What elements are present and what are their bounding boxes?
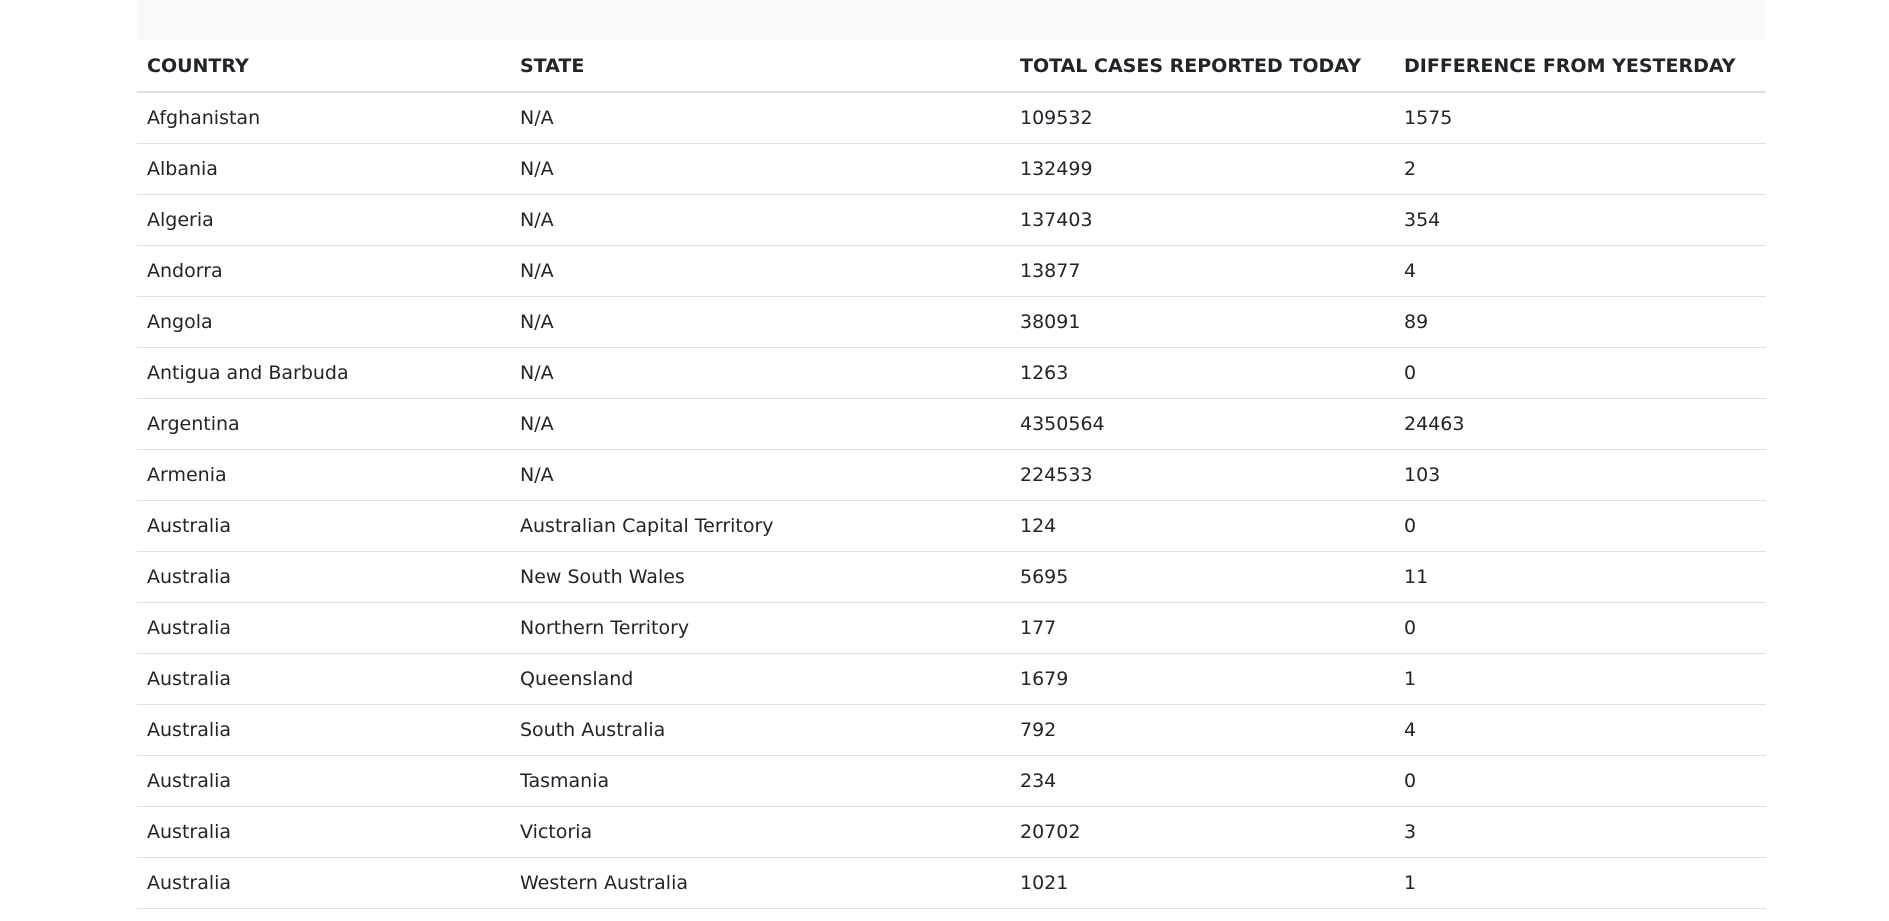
cell-country: Andorra (137, 245, 510, 297)
table-row: Australia Australian Capital Territory 124… (137, 500, 1766, 552)
table-row: Algeria N/A 137403 354 (137, 194, 1766, 246)
cell-difference: 4 (1394, 245, 1766, 297)
cell-total-cases: 132499 (1010, 143, 1394, 195)
cell-state: Tasmania (510, 755, 1010, 807)
cell-total-cases: 137403 (1010, 194, 1394, 246)
cell-state: N/A (510, 347, 1010, 399)
cell-state: New South Wales (510, 551, 1010, 603)
cell-total-cases: 20702 (1010, 806, 1394, 858)
table-row: Australia Western Australia 1021 1 (137, 857, 1766, 909)
cell-difference: 0 (1394, 755, 1766, 807)
cell-country: Angola (137, 296, 510, 348)
cell-state: Queensland (510, 653, 1010, 705)
cell-state: N/A (510, 143, 1010, 195)
header-total-cases[interactable]: TOTAL CASES REPORTED TODAY (1010, 40, 1394, 93)
cell-difference: 89 (1394, 296, 1766, 348)
cell-difference: 103 (1394, 449, 1766, 501)
cell-total-cases: 792 (1010, 704, 1394, 756)
table-top-band (137, 0, 1766, 40)
cell-country: Australia (137, 602, 510, 654)
cell-country: Afghanistan (137, 92, 510, 144)
cell-difference: 11 (1394, 551, 1766, 603)
cases-table: COUNTRY STATE TOTAL CASES REPORTED TODAY… (137, 40, 1766, 909)
cell-state: South Australia (510, 704, 1010, 756)
table-row: Australia Tasmania 234 0 (137, 755, 1766, 807)
table-row: Armenia N/A 224533 103 (137, 449, 1766, 501)
cell-country: Australia (137, 857, 510, 909)
cell-total-cases: 1679 (1010, 653, 1394, 705)
cell-difference: 1 (1394, 857, 1766, 909)
cell-country: Albania (137, 143, 510, 195)
cell-difference: 354 (1394, 194, 1766, 246)
cell-total-cases: 4350564 (1010, 398, 1394, 450)
header-country[interactable]: COUNTRY (137, 40, 510, 93)
table-row: Australia Victoria 20702 3 (137, 806, 1766, 858)
cell-difference: 24463 (1394, 398, 1766, 450)
cell-state: N/A (510, 449, 1010, 501)
cell-difference: 3 (1394, 806, 1766, 858)
cases-table-container: COUNTRY STATE TOTAL CASES REPORTED TODAY… (137, 0, 1766, 909)
table-row: Australia Queensland 1679 1 (137, 653, 1766, 705)
table-row: Andorra N/A 13877 4 (137, 245, 1766, 297)
cell-state: Australian Capital Territory (510, 500, 1010, 552)
cell-state: Western Australia (510, 857, 1010, 909)
table-row: Australia South Australia 792 4 (137, 704, 1766, 756)
table-body: Afghanistan N/A 109532 1575 Albania N/A 132499… (137, 92, 1766, 909)
cell-total-cases: 177 (1010, 602, 1394, 654)
table-header: COUNTRY STATE TOTAL CASES REPORTED TODAY… (137, 40, 1766, 93)
cell-total-cases: 38091 (1010, 296, 1394, 348)
table-row: Antigua and Barbuda N/A 1263 0 (137, 347, 1766, 399)
header-state[interactable]: STATE (510, 40, 1010, 93)
cell-state: N/A (510, 194, 1010, 246)
table-header-row: COUNTRY STATE TOTAL CASES REPORTED TODAY… (137, 40, 1766, 93)
cell-difference: 4 (1394, 704, 1766, 756)
cell-state: N/A (510, 398, 1010, 450)
header-difference[interactable]: DIFFERENCE FROM YESTERDAY (1394, 40, 1766, 93)
cell-difference: 1575 (1394, 92, 1766, 144)
cell-total-cases: 13877 (1010, 245, 1394, 297)
cell-difference: 1 (1394, 653, 1766, 705)
cell-difference: 0 (1394, 347, 1766, 399)
cell-total-cases: 109532 (1010, 92, 1394, 144)
table-row: Australia New South Wales 5695 11 (137, 551, 1766, 603)
cell-total-cases: 5695 (1010, 551, 1394, 603)
cell-country: Australia (137, 551, 510, 603)
cell-total-cases: 124 (1010, 500, 1394, 552)
cell-country: Australia (137, 755, 510, 807)
cell-country: Armenia (137, 449, 510, 501)
table-row: Afghanistan N/A 109532 1575 (137, 92, 1766, 144)
cell-state: N/A (510, 296, 1010, 348)
cell-difference: 0 (1394, 602, 1766, 654)
table-row: Argentina N/A 4350564 24463 (137, 398, 1766, 450)
table-row: Angola N/A 38091 89 (137, 296, 1766, 348)
cell-state: N/A (510, 245, 1010, 297)
cell-total-cases: 224533 (1010, 449, 1394, 501)
cell-total-cases: 1263 (1010, 347, 1394, 399)
cell-total-cases: 1021 (1010, 857, 1394, 909)
cell-country: Australia (137, 704, 510, 756)
cell-country: Australia (137, 500, 510, 552)
cell-state: N/A (510, 92, 1010, 144)
cell-country: Argentina (137, 398, 510, 450)
cell-difference: 0 (1394, 500, 1766, 552)
cell-total-cases: 234 (1010, 755, 1394, 807)
table-row: Albania N/A 132499 2 (137, 143, 1766, 195)
cell-state: Victoria (510, 806, 1010, 858)
cell-country: Australia (137, 806, 510, 858)
cell-country: Australia (137, 653, 510, 705)
cell-state: Northern Territory (510, 602, 1010, 654)
cell-country: Antigua and Barbuda (137, 347, 510, 399)
cell-difference: 2 (1394, 143, 1766, 195)
cell-country: Algeria (137, 194, 510, 246)
table-row: Australia Northern Territory 177 0 (137, 602, 1766, 654)
